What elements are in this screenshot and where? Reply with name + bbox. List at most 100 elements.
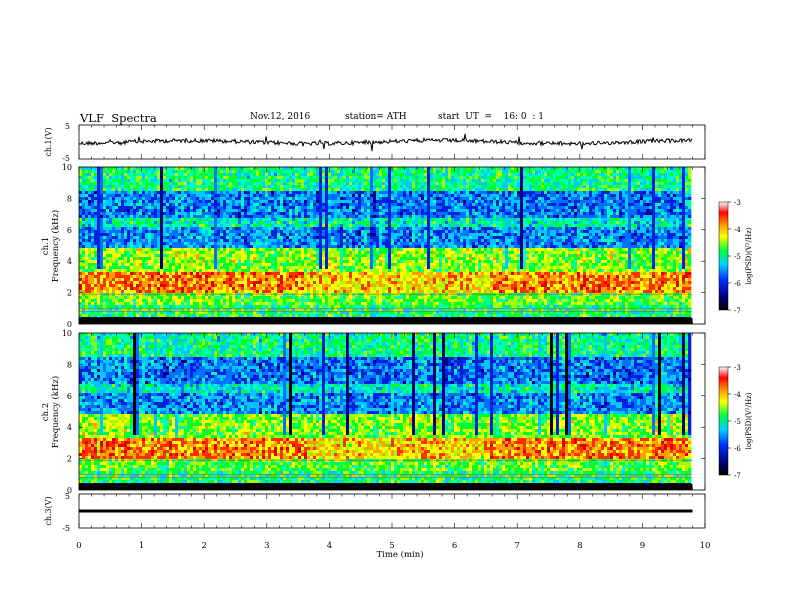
spectrogram-cell: [268, 176, 272, 180]
spectrogram-cell: [127, 314, 131, 318]
spectrogram-cell: [145, 188, 149, 192]
spectrogram-cell: [88, 224, 92, 228]
spectrogram-cell: [208, 272, 212, 276]
spectrogram-cell: [286, 260, 290, 264]
spectrogram-cell: [328, 296, 332, 300]
spectrogram-cell: [118, 182, 122, 186]
spectrogram-cell: [184, 197, 188, 201]
spectrogram-cell: [121, 299, 125, 303]
spectrogram-cell: [88, 254, 92, 258]
spectrogram-cell: [151, 269, 155, 273]
spectrogram-cell: [295, 248, 299, 252]
spectrogram-cell: [112, 173, 116, 177]
spectrogram-cell: [328, 305, 332, 309]
spectrogram-cell: [97, 188, 101, 192]
spectrogram-cell: [217, 302, 221, 306]
spectrogram-cell: [148, 311, 152, 315]
spectrogram-cell: [115, 275, 119, 279]
spectrogram-cell: [142, 245, 146, 249]
spectrogram-cell: [256, 290, 260, 294]
spectrogram-cell: [208, 200, 212, 204]
spectrogram-cell: [205, 308, 209, 312]
spectrogram-cell: [193, 248, 197, 252]
spectrogram-cell: [151, 248, 155, 252]
spectrogram-cell: [130, 212, 134, 216]
spectrogram-cell: [199, 248, 203, 252]
spectrogram-cell: [208, 176, 212, 180]
spectrogram-cell: [124, 257, 128, 261]
spectrogram-cell: [286, 299, 290, 303]
spectrogram-cell: [259, 242, 263, 246]
spectrogram-cell: [289, 269, 293, 273]
spectrogram-cell: [223, 230, 227, 234]
spectrogram-cell: [163, 281, 167, 285]
spectrogram-cell: [211, 293, 215, 297]
spectrogram-cell: [181, 290, 185, 294]
spectrogram-cell: [139, 299, 143, 303]
spectrogram-cell: [241, 293, 245, 297]
spectrogram-cell: [205, 221, 209, 225]
spectrogram-cell: [160, 167, 164, 171]
spectrogram-cell: [217, 182, 221, 186]
spectrogram-cell: [115, 311, 119, 315]
spectrogram-cell: [178, 188, 182, 192]
spectrogram-cell: [88, 314, 92, 318]
spectrogram-cell: [238, 254, 242, 258]
spectrogram-cell: [142, 182, 146, 186]
spectrogram-cell: [157, 275, 161, 279]
spectrogram-cell: [325, 167, 329, 171]
observation-date: Nov.12, 2016: [250, 112, 310, 122]
spectrogram-cell: [121, 302, 125, 306]
spectrogram-cell: [160, 170, 164, 174]
spectrogram-cell: [289, 263, 293, 267]
spectrogram-cell: [79, 230, 83, 234]
spectrogram-cell: [289, 167, 293, 171]
spectrogram-cell: [148, 251, 152, 255]
spectrogram-cell: [319, 311, 323, 315]
spectrogram-cell: [277, 290, 281, 294]
spectrogram-cell: [274, 233, 278, 237]
spectrogram-cell: [256, 203, 260, 207]
spectrogram-cell: [118, 167, 122, 171]
spectrogram-cell: [88, 293, 92, 297]
spectrogram-cell: [316, 197, 320, 201]
spectrogram-cell: [196, 293, 200, 297]
spectrogram-cell: [154, 197, 158, 201]
spectrogram-cell: [130, 269, 134, 273]
spectrogram-cell: [283, 200, 287, 204]
spectrogram-cell: [181, 206, 185, 210]
spectrogram-cell: [340, 233, 344, 237]
spectrogram-cell: [208, 173, 212, 177]
spectrogram-cell: [169, 314, 173, 318]
spectrogram-cell: [268, 245, 272, 249]
spectrogram-cell: [247, 239, 251, 243]
spectrogram-cell: [292, 311, 296, 315]
spectrogram-cell: [283, 281, 287, 285]
spectrogram-cell: [241, 278, 245, 282]
spectrogram-cell: [358, 215, 362, 219]
spectrogram-cell: [133, 311, 137, 315]
spectrogram-cell: [325, 236, 329, 240]
spectrogram-cell: [232, 212, 236, 216]
spectrogram-cell: [100, 296, 104, 300]
spectrogram-cell: [331, 167, 335, 171]
spectrogram-cell: [145, 314, 149, 318]
spectrogram-cell: [325, 302, 329, 306]
spectrogram-cell: [322, 242, 326, 246]
spectrogram-cell: [103, 239, 107, 243]
spectrogram-cell: [328, 257, 332, 261]
spectrogram-cell: [271, 251, 275, 255]
spectrogram-cell: [325, 233, 329, 237]
spectrogram-cell: [256, 314, 260, 318]
spectrogram-cell: [322, 245, 326, 249]
spectrogram-cell: [268, 311, 272, 315]
spectrogram-cell: [139, 230, 143, 234]
spectrogram-cell: [271, 221, 275, 225]
spectrogram-cell: [307, 200, 311, 204]
spectrogram-cell: [82, 272, 86, 276]
spectrogram-cell: [208, 191, 212, 195]
spectrogram-cell: [121, 185, 125, 189]
spectrogram-cell: [91, 272, 95, 276]
spectrogram-cell: [205, 299, 209, 303]
spectrogram-cell: [88, 230, 92, 234]
